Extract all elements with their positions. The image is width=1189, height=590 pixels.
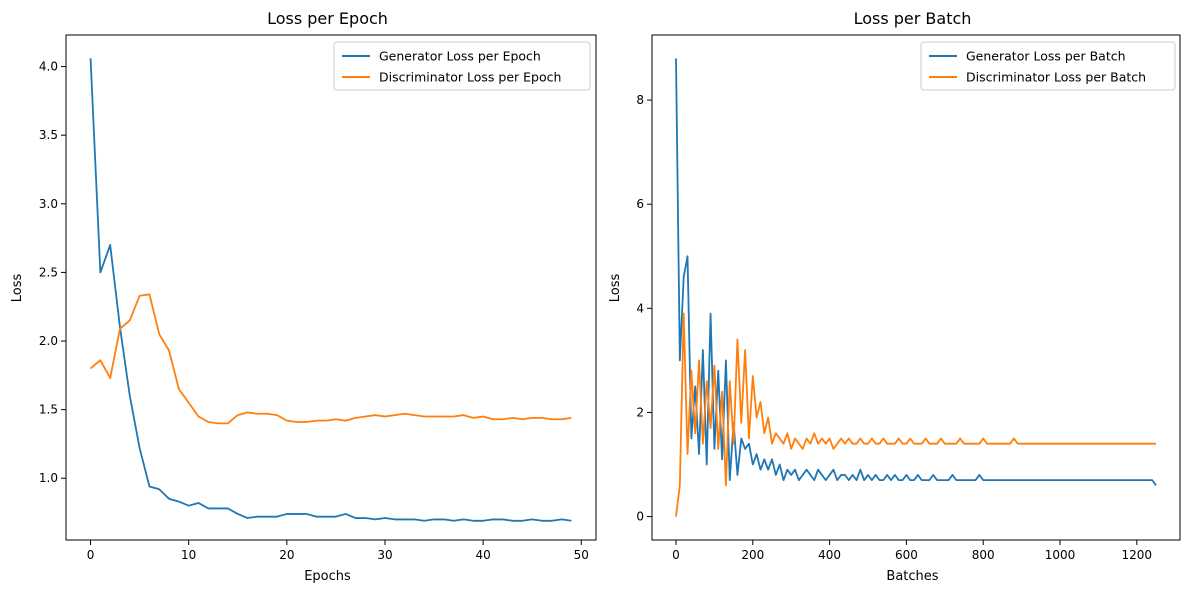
y-tick-label: 2 xyxy=(636,405,644,419)
y-tick-label: 6 xyxy=(636,197,644,211)
y-tick-label: 0 xyxy=(636,510,644,524)
x-tick-label: 200 xyxy=(741,548,764,562)
legend-label: Discriminator Loss per Batch xyxy=(966,70,1146,85)
axis-ticks: 0 200 400 600 800 1000 1200 0 2 4 6 8 xyxy=(636,93,1152,562)
y-tick-label: 1.0 xyxy=(39,471,58,485)
y-tick-label: 2.5 xyxy=(39,265,58,279)
x-tick-label: 400 xyxy=(818,548,841,562)
y-tick-label: 2.0 xyxy=(39,334,58,348)
chart-title: Loss per Batch xyxy=(854,9,972,28)
x-tick-label: 40 xyxy=(475,548,490,562)
series-lines xyxy=(89,58,572,522)
legend: Generator Loss per Batch Discriminator L… xyxy=(920,41,1176,91)
y-tick-label: 8 xyxy=(636,93,644,107)
x-tick-label: 30 xyxy=(377,548,392,562)
y-tick-label: 1.5 xyxy=(39,403,58,417)
x-tick-label: 1000 xyxy=(1045,548,1076,562)
y-tick-label: 3.0 xyxy=(39,197,58,211)
axis-ticks: 0 10 20 30 40 50 1.0 1.5 2.0 2.5 3.0 3.5 4.0 xyxy=(39,60,589,562)
series-lines xyxy=(675,58,1157,517)
chart-title: Loss per Epoch xyxy=(267,9,388,28)
series-line xyxy=(89,58,572,522)
y-axis-label: Loss xyxy=(608,274,623,303)
x-tick-label: 0 xyxy=(87,548,95,562)
series-line xyxy=(675,58,1157,486)
y-axis-label: Loss xyxy=(10,274,25,303)
epoch-loss-chart: Loss per Epoch Epochs Loss 0 10 20 30 40 50 1.… xyxy=(10,9,597,584)
y-tick-label: 4 xyxy=(636,301,644,315)
x-tick-label: 10 xyxy=(181,548,196,562)
plot-frame xyxy=(65,34,597,541)
legend-label: Discriminator Loss per Epoch xyxy=(379,70,561,85)
legend-label: Generator Loss per Epoch xyxy=(379,49,541,64)
y-tick-label: 3.5 xyxy=(39,128,58,142)
legend-label: Generator Loss per Batch xyxy=(966,49,1126,64)
legend: Generator Loss per Epoch Discriminator L… xyxy=(333,41,591,91)
x-tick-label: 20 xyxy=(279,548,294,562)
x-tick-label: 50 xyxy=(574,548,589,562)
series-line xyxy=(675,312,1156,517)
legend-box xyxy=(333,41,591,91)
y-tick-label: 4.0 xyxy=(39,60,58,74)
x-axis-label: Epochs xyxy=(304,569,351,584)
legend-box xyxy=(920,41,1176,91)
x-tick-label: 0 xyxy=(672,548,680,562)
x-tick-label: 600 xyxy=(895,548,918,562)
plot-frame xyxy=(651,34,1181,541)
series-line xyxy=(89,293,572,425)
x-tick-label: 1200 xyxy=(1122,548,1153,562)
x-tick-label: 800 xyxy=(972,548,995,562)
x-axis-label: Batches xyxy=(886,569,938,584)
batch-loss-chart: Loss per Batch Batches Loss 0 200 400 600 80… xyxy=(608,9,1181,584)
